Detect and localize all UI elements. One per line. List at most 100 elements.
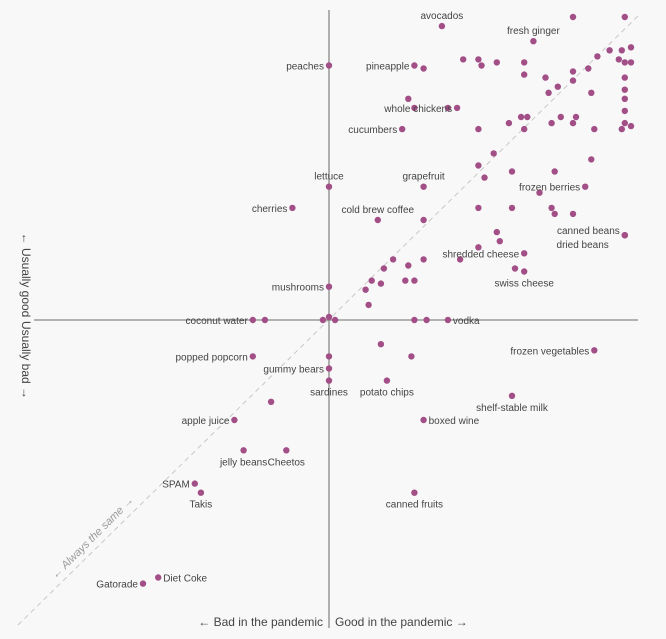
data-point [261,316,269,324]
data-point [569,68,577,75]
point-label: swiss cheese [494,279,554,290]
data-point [521,59,528,66]
point-label: peaches [286,62,324,73]
point-label: jelly beans [219,457,267,468]
point-label: pineapple [366,62,410,73]
data-point [615,56,622,63]
point-label: dried beans [557,240,609,251]
point-label: Cheetos [268,457,305,468]
data-point [368,277,375,284]
point-label: avocados [420,11,463,22]
data-point [621,59,628,66]
data-point [460,56,467,63]
data-point [554,83,561,90]
data-point [505,119,513,127]
data-point [475,244,482,251]
y-axis-label-usually-bad: Usually bad → [19,321,33,399]
data-point [582,183,589,190]
data-point [521,250,528,257]
data-point [618,47,625,54]
data-point [572,113,580,121]
data-point [383,377,391,384]
data-point [530,38,537,45]
data-point [139,580,147,587]
data-point [365,301,372,309]
data-point [621,13,628,21]
data-point [444,104,452,112]
point-labels-layer: avocados fresh ginger peaches pineapple whol… [96,11,620,590]
point-label: mushrooms [272,283,324,294]
data-point [456,256,464,263]
data-point [231,416,238,424]
points-layer [139,13,635,587]
data-point [493,59,500,66]
data-point [325,353,333,360]
data-point [490,150,497,157]
data-point [411,104,418,112]
data-point [569,210,577,218]
data-point [325,283,333,290]
data-point [545,89,552,97]
data-point [408,353,415,360]
point-label: popped popcorn [176,352,248,363]
data-point [197,489,205,496]
data-point [325,313,333,321]
data-point [453,104,461,112]
data-point [517,113,525,121]
data-point [508,204,516,212]
data-point [569,119,577,127]
point-label: canned fruits [386,500,443,511]
data-point [240,447,247,454]
data-point [569,77,577,84]
data-point [325,62,333,69]
data-point [475,162,482,169]
data-point [536,189,543,196]
data-point [325,365,333,372]
diagonal-label: ← Always the same → [49,494,136,581]
data-point [493,228,500,236]
point-label: Takis [190,500,213,511]
data-point [155,574,162,581]
x-axis-label-bad: ← Bad in the pandemic [198,615,323,629]
data-point [481,174,488,181]
data-point [621,119,628,127]
data-point [511,265,519,272]
data-point [524,113,531,121]
point-label: shelf-stable milk [476,403,549,414]
data-point [591,125,598,133]
data-point [621,107,628,115]
point-label: boxed wine [429,416,480,427]
point-label: vodka [453,316,480,327]
point-label: fresh ginger [507,26,560,37]
data-point [267,398,275,405]
point-label: cherries [252,204,288,215]
data-point [508,168,516,175]
point-label: frozen berries [519,183,580,194]
point-label: grapefruit [402,172,444,183]
x-axis-label-good: Good in the pandemic → [335,615,468,629]
data-point [389,256,397,263]
data-point [402,277,409,284]
data-point [423,316,430,324]
y-axis-label-usually-good: ← Usually good [19,233,33,318]
data-point [521,125,528,133]
data-point [475,204,482,212]
data-point [548,119,555,127]
point-label: shredded cheese [442,249,519,260]
point-label: canned beans [557,226,620,237]
data-point [478,62,485,69]
point-label: apple juice [182,416,230,427]
data-point [627,44,635,51]
point-label: cold brew coffee [341,205,414,216]
axis-labels-layer: ← Bad in the pandemic Good in the pandem… [19,233,468,629]
point-label: SPAM [162,480,190,491]
data-point [621,232,628,239]
data-point [377,341,385,348]
data-point [627,122,635,130]
data-point [548,204,555,212]
data-point [588,156,595,163]
data-point [621,86,628,93]
data-point [283,447,290,454]
